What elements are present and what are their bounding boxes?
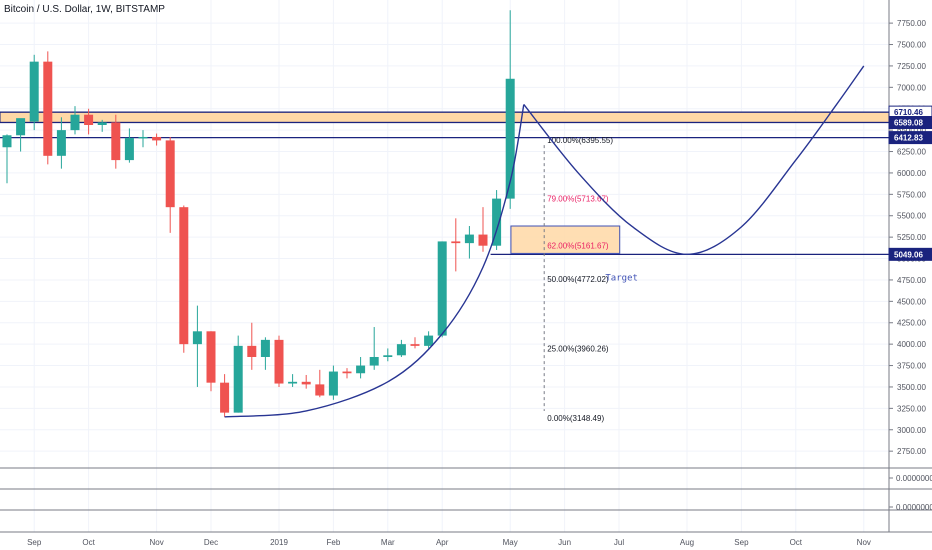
price-tick-label: 2750.00 (897, 447, 926, 456)
price-tick-label: 6000.00 (897, 169, 926, 178)
price-level-label: 6412.83 (894, 134, 923, 143)
candle-body (233, 345, 243, 413)
fib-level-label: 79.00%(5713.67) (547, 194, 609, 203)
resistance-zone (0, 111, 890, 123)
candle-body (505, 78, 515, 199)
candle-body (451, 241, 461, 244)
time-tick-label: Aug (680, 538, 694, 547)
candle-body (383, 355, 393, 357)
fib-level-label: 25.00%(3960.26) (547, 345, 609, 354)
candle-body (111, 122, 121, 161)
pane-axis-label: 0.0000000 (896, 474, 932, 483)
chart-title: Bitcoin / U.S. Dollar, 1W, BITSTAMP (4, 4, 165, 15)
candle-body (328, 371, 338, 396)
price-tick-label: 3500.00 (897, 383, 926, 392)
fib-level-label: 50.00%(4772.02) (547, 275, 609, 284)
candle-body (410, 344, 420, 346)
time-tick-label: 2019 (270, 538, 288, 547)
candle-body (220, 382, 230, 413)
fib-level-label: 0.00%(3148.49) (547, 414, 604, 423)
candle-body (84, 114, 94, 125)
price-level-badge (888, 116, 932, 130)
projection-curve (523, 65, 865, 256)
price-level-label: 6710.46 (894, 108, 923, 117)
price-level-label: 6589.08 (894, 119, 923, 128)
candle-body (165, 140, 175, 208)
time-tick-label: Oct (82, 538, 95, 547)
candle-body (437, 241, 447, 336)
candle-body (138, 136, 148, 139)
candle-body (2, 135, 12, 148)
price-tick-label: 3000.00 (897, 426, 926, 435)
price-tick-label: 4000.00 (897, 340, 926, 349)
candle-body (424, 335, 434, 346)
candle-body (152, 136, 162, 141)
candle-body (192, 331, 202, 345)
candle-body (29, 61, 39, 122)
target-label: Target (605, 273, 638, 283)
candle-body (492, 198, 502, 246)
time-tick-label: Mar (381, 538, 395, 547)
candle-body (124, 137, 134, 161)
price-tick-label: 7250.00 (897, 62, 926, 71)
price-tick-label: 3750.00 (897, 362, 926, 371)
candle-body (70, 114, 80, 131)
time-tick-label: Jul (614, 538, 624, 547)
time-tick-label: Nov (149, 538, 163, 547)
price-level-badge (888, 131, 932, 145)
candle-body (260, 339, 270, 357)
time-tick-label: Dec (204, 538, 218, 547)
price-tick-label: 4250.00 (897, 319, 926, 328)
candle-body (206, 331, 216, 383)
candle-body (478, 234, 488, 246)
pane-axis-label: 0.0000000 (896, 503, 932, 512)
time-tick-label: May (503, 538, 518, 547)
candle-body (97, 122, 107, 125)
candle-body (179, 207, 189, 345)
candle-body (16, 118, 26, 136)
candle-body (43, 61, 53, 156)
candle-body (464, 234, 474, 244)
time-tick-label: Oct (790, 538, 803, 547)
cup-curve (224, 104, 525, 418)
price-tick-label: 7000.00 (897, 83, 926, 92)
time-tick-label: Sep (27, 538, 42, 547)
price-tick-label: 7750.00 (897, 19, 926, 28)
candle-body (301, 381, 311, 385)
fib-level-label: 62.00%(5161.67) (547, 242, 609, 251)
price-tick-label: 4500.00 (897, 297, 926, 306)
price-tick-label: 6500.00 (897, 126, 926, 135)
time-tick-label: Apr (436, 538, 449, 547)
price-tick-label: 4750.00 (897, 276, 926, 285)
candle-body (342, 371, 352, 374)
price-level-badge (888, 247, 932, 261)
fib-level-label: 100.00%(6395.55) (547, 136, 613, 145)
candle-body (396, 344, 406, 356)
candle-body (274, 339, 284, 384)
price-tick-label: 5750.00 (897, 190, 926, 199)
candle-body (247, 345, 257, 357)
time-tick-label: Nov (857, 538, 871, 547)
price-level-label: 5049.06 (894, 250, 923, 259)
target-zone (510, 225, 621, 254)
candle-body (356, 365, 366, 374)
candle-body (315, 384, 325, 396)
price-tick-label: 5500.00 (897, 212, 926, 221)
price-tick-label: 6250.00 (897, 148, 926, 157)
time-tick-label: Sep (734, 538, 749, 547)
candle-body (369, 356, 379, 366)
price-tick-label: 3250.00 (897, 404, 926, 413)
candle-body (288, 381, 298, 384)
plot-background (0, 0, 889, 464)
time-tick-label: Feb (327, 538, 341, 547)
time-tick-label: Jun (558, 538, 571, 547)
price-tick-label: 5250.00 (897, 233, 926, 242)
candle-body (56, 130, 66, 156)
price-tick-label: 7500.00 (897, 41, 926, 50)
